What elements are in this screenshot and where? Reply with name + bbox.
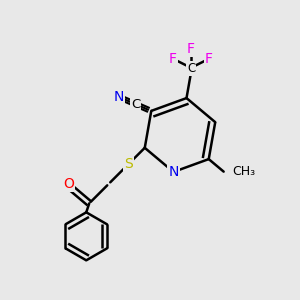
Text: N: N bbox=[168, 165, 179, 179]
Text: N: N bbox=[113, 90, 124, 104]
Text: F: F bbox=[187, 42, 195, 56]
Text: C: C bbox=[187, 61, 195, 75]
Text: F: F bbox=[169, 52, 177, 66]
Text: F: F bbox=[205, 52, 213, 66]
Text: CH₃: CH₃ bbox=[233, 165, 256, 178]
Text: S: S bbox=[124, 157, 133, 171]
Text: C: C bbox=[131, 98, 140, 111]
Text: O: O bbox=[63, 177, 74, 191]
